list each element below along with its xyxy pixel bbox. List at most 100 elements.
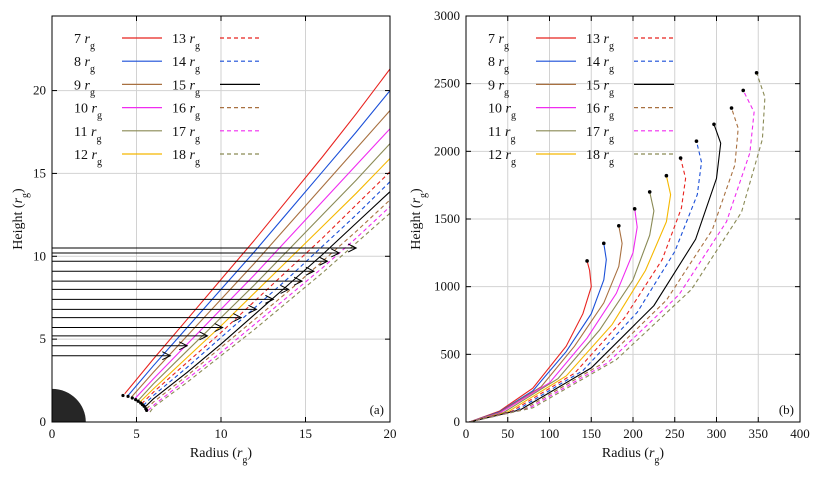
series-line-13 bbox=[141, 171, 390, 405]
launch-point bbox=[136, 399, 140, 403]
series-line-15 bbox=[144, 191, 390, 408]
panel-a-y-axis-label: Height (rg) bbox=[11, 188, 31, 250]
legend-label-15: 15 rg bbox=[172, 78, 200, 98]
series-line-12 bbox=[469, 175, 672, 422]
series-line-8 bbox=[469, 243, 607, 422]
panel-b-y-axis-label: Height (rg) bbox=[409, 188, 429, 250]
launch-point bbox=[126, 394, 130, 398]
x-tick-label: 0 bbox=[49, 426, 56, 441]
endpoint-dot-12 bbox=[664, 173, 669, 178]
legend-label-7: 7 rg bbox=[74, 32, 95, 52]
y-tick-label: 1000 bbox=[434, 279, 460, 294]
x-tick-label: 250 bbox=[665, 426, 685, 441]
series-line-11 bbox=[137, 143, 390, 401]
legend-label-17: 17 rg bbox=[586, 125, 614, 145]
endpoint-dot-8 bbox=[601, 241, 606, 246]
x-tick-label: 300 bbox=[707, 426, 727, 441]
panel-a-legend: 7 rg 8 rg 9 rg 10 rg 11 rg 12 rg 13 rg 14 rg 15 … bbox=[74, 32, 260, 168]
panel-b-label: (b) bbox=[779, 402, 794, 417]
y-tick-label: 10 bbox=[33, 248, 46, 263]
legend-label-16: 16 rg bbox=[586, 102, 614, 122]
photon-arrowhead bbox=[280, 284, 290, 294]
endpoint-dot-11 bbox=[647, 190, 652, 194]
endpoint-dot-15 bbox=[712, 122, 716, 127]
endpoint-dot-10 bbox=[632, 207, 637, 211]
y-tick-label: 15 bbox=[33, 165, 46, 180]
legend-label-16: 16 rg bbox=[172, 102, 200, 122]
photon-arrowhead bbox=[233, 313, 243, 323]
panel-a-ticks: 0 5 10 15 20 0 5 10 15 20 bbox=[33, 16, 397, 441]
legend-label-14: 14 rg bbox=[586, 55, 614, 75]
panel-a: 0 5 10 15 20 0 5 10 15 20 7 rg 8 rg 9 rg 10 rg 11 rg 1… bbox=[11, 15, 397, 466]
series-line-16 bbox=[146, 199, 390, 410]
legend-label-17: 17 rg bbox=[172, 125, 200, 145]
endpoint-dot-13 bbox=[678, 156, 683, 160]
panel-b-x-axis-label: Radius (rg) bbox=[602, 446, 665, 466]
launch-point bbox=[121, 393, 125, 398]
y-tick-label: 2000 bbox=[434, 143, 460, 158]
series-line-15 bbox=[469, 124, 722, 422]
series-line-18 bbox=[149, 212, 390, 413]
legend-label-7: 7 rg bbox=[488, 32, 509, 52]
legend-label-13: 13 rg bbox=[172, 32, 200, 52]
series-line-17 bbox=[469, 90, 755, 422]
series-line-14 bbox=[142, 181, 390, 406]
panel-a-x-axis-label: Radius (rg) bbox=[190, 446, 253, 466]
legend-label-11: 11 rg bbox=[74, 125, 101, 145]
legend-label-9: 9 rg bbox=[74, 78, 95, 98]
series-line-14 bbox=[469, 141, 703, 422]
series-line-13 bbox=[469, 157, 687, 422]
legend-label-15: 15 rg bbox=[586, 78, 614, 98]
panel-b-legend: 7 rg 8 rg 9 rg 10 rg 11 rg 12 rg 13 rg 14 rg 15 … bbox=[488, 32, 674, 168]
panel-b-y-axis-unit-sub: g bbox=[418, 193, 429, 198]
y-tick-label: 3000 bbox=[434, 8, 460, 23]
endpoint-dot-14 bbox=[694, 139, 699, 143]
panel-a-grid bbox=[51, 16, 391, 423]
endpoint-dot-9 bbox=[617, 223, 621, 228]
panel-b-y-axis-unit: r bbox=[409, 197, 424, 203]
y-tick-label: 20 bbox=[33, 83, 46, 98]
panel-a-y-axis-unit-sub: g bbox=[20, 193, 31, 198]
x-tick-label: 15 bbox=[299, 426, 312, 441]
launch-point bbox=[145, 408, 149, 412]
series-line-11 bbox=[469, 191, 655, 422]
x-tick-label: 100 bbox=[540, 426, 560, 441]
y-tick-label: 500 bbox=[441, 346, 461, 361]
legend-label-12: 12 rg bbox=[74, 148, 102, 168]
endpoint-dot-18 bbox=[754, 71, 759, 75]
panel-b-endpoints bbox=[585, 71, 759, 263]
photon-arrowhead bbox=[347, 243, 358, 253]
legend-label-9: 9 rg bbox=[488, 78, 509, 98]
series-line-7 bbox=[469, 260, 592, 422]
launch-point bbox=[130, 396, 134, 400]
panel-a-x-axis-title: Radius bbox=[190, 446, 229, 461]
endpoint-dot-7 bbox=[585, 259, 589, 263]
x-tick-label: 5 bbox=[133, 426, 140, 441]
panel-a-series bbox=[124, 68, 390, 413]
launch-point bbox=[134, 398, 138, 402]
y-tick-label: 5 bbox=[40, 331, 47, 346]
endpoint-dot-16 bbox=[729, 106, 734, 110]
legend-label-18: 18 rg bbox=[586, 148, 614, 168]
black-hole bbox=[52, 388, 86, 422]
x-tick-label: 150 bbox=[582, 426, 602, 441]
launch-point bbox=[142, 404, 146, 408]
legend-label-13: 13 rg bbox=[586, 32, 614, 52]
panel-b-x-axis-unit-sub: g bbox=[654, 455, 659, 466]
series-line-12 bbox=[139, 158, 390, 403]
series-line-16 bbox=[469, 107, 739, 422]
photon-arrowhead bbox=[199, 331, 209, 341]
series-line-10 bbox=[134, 128, 390, 400]
series-line-9 bbox=[130, 110, 390, 398]
legend-label-10: 10 rg bbox=[488, 102, 516, 122]
x-tick-label: 10 bbox=[215, 426, 228, 441]
panel-b-grid bbox=[465, 15, 801, 423]
series-line-7 bbox=[124, 68, 390, 395]
legend-label-12: 12 rg bbox=[488, 148, 516, 168]
panel-a-y-axis-unit: r bbox=[11, 197, 26, 203]
panel-b-series bbox=[469, 72, 766, 422]
photon-arrowhead bbox=[248, 304, 258, 314]
y-tick-label: 0 bbox=[40, 414, 47, 429]
x-tick-label: 0 bbox=[463, 426, 470, 441]
